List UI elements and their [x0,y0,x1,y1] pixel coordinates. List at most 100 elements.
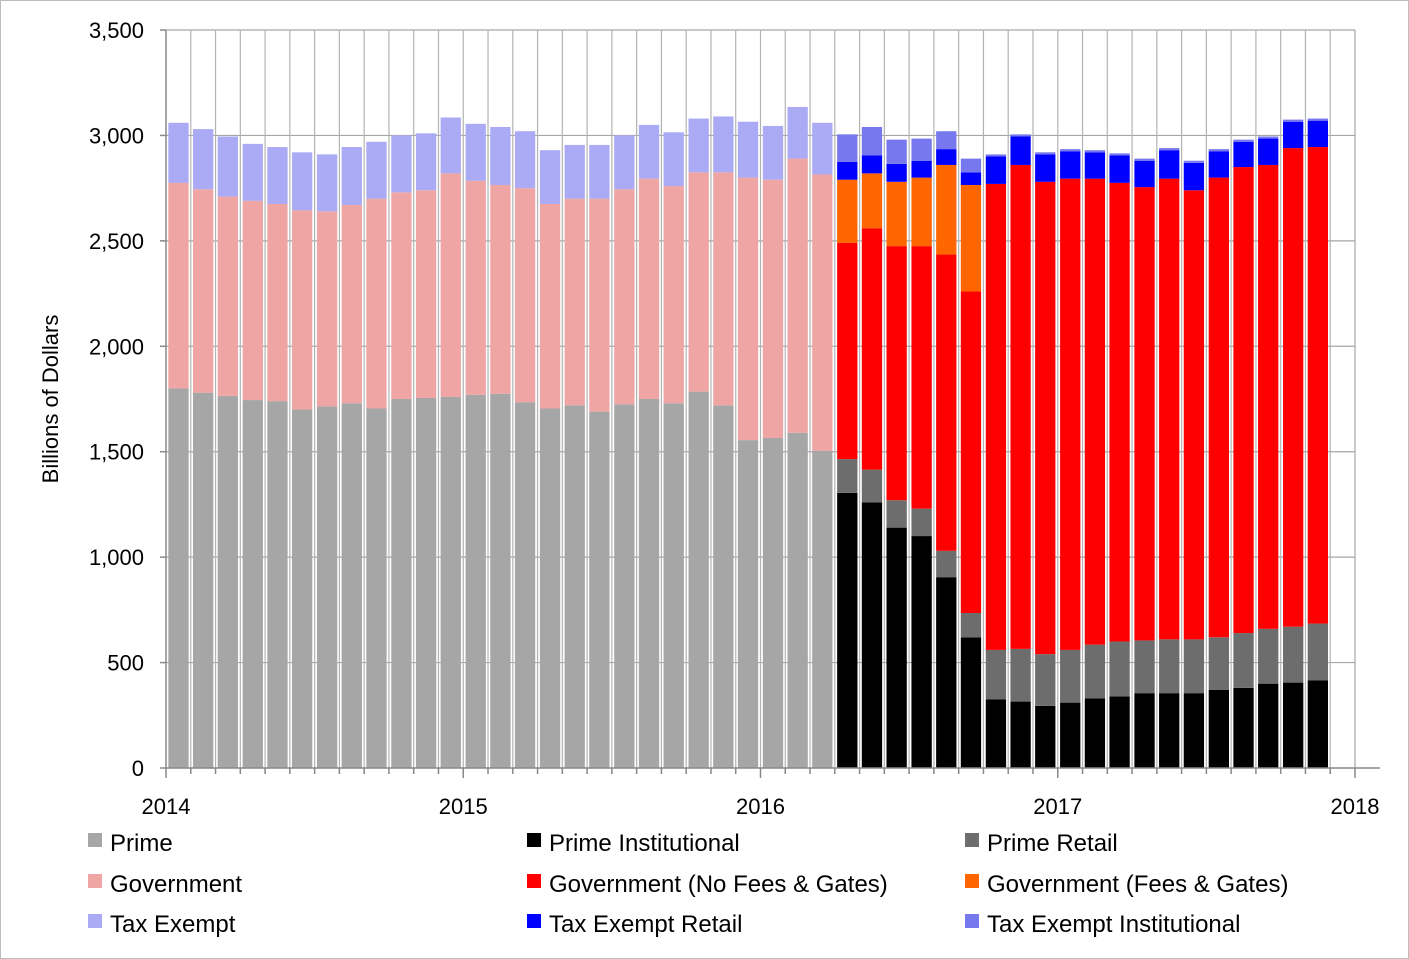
bar-segment [886,181,907,247]
bar-segment [514,188,536,403]
bar-segment [242,400,263,768]
legend-item: Tax Exempt Institutional [965,911,1240,938]
bar-segment [1258,683,1279,768]
bar-segment [514,402,536,768]
bar-segment [762,438,784,768]
bar-segment [1283,682,1304,768]
legend-swatch [88,833,102,847]
bar-segment [1109,153,1130,156]
bar-segment [812,122,833,175]
bar-segment [415,397,437,768]
bar-segment [837,134,858,162]
bar-segment [812,450,833,768]
bar-segment [1307,680,1328,768]
bar-segment [589,198,610,412]
bar-segment [1307,623,1328,681]
bar-segment [1134,693,1155,768]
bar-segment [490,126,511,185]
legend: Prime Prime Institutional Prime Retail Gove… [88,830,1288,938]
legend-swatch [965,874,979,888]
y-tick-label: 3,500 [89,18,144,43]
bar-segment [787,106,808,159]
bar-segment [1283,119,1304,122]
bar-segment [1183,639,1205,694]
bar-segment [440,396,461,768]
bar-segment [1208,689,1230,768]
bar-segment [1307,120,1328,148]
bar-segment [911,138,932,161]
bar-segment [737,121,759,178]
bar-segment [1258,164,1279,629]
bar-segment [415,133,437,191]
bar-segment [638,178,660,399]
legend-swatch [965,833,979,847]
legend-label: Tax Exempt Retail [549,911,742,938]
bar-segment [614,135,635,190]
bar-segment [341,403,362,768]
legend-swatch [527,833,541,847]
legend-label: Government [110,871,242,898]
bar-segment [1208,637,1230,690]
bar-segment [291,152,313,211]
bar-segment [1183,693,1205,768]
bar-segment [217,196,238,396]
legend-label: Government (Fees & Gates) [987,871,1288,898]
bar-segment [490,184,511,394]
bar-segment [837,161,858,180]
y-tick-label: 500 [107,651,144,676]
legend-swatch [88,874,102,888]
bar-segment [911,160,932,178]
x-tick-label: 2016 [736,794,785,819]
bar-segment [465,123,486,181]
bars-layer [168,106,1328,768]
bar-segment [911,536,932,768]
bar-segment [341,205,362,404]
bar-segment [688,118,709,173]
bar-segment [960,184,982,292]
bar-segment [713,116,734,173]
legend-label: Prime Retail [987,830,1118,857]
x-axis-ticks: 2014 2015 2016 2017 2018 [142,768,1379,819]
bar-segment [1159,148,1180,151]
bar-segment [1060,178,1081,650]
legend-label: Prime [110,830,173,857]
bar-segment [1010,134,1031,137]
bar-segment [1060,649,1081,703]
legend-label: Prime Institutional [549,830,740,857]
bar-segment [936,164,957,255]
bar-segment [614,189,635,405]
bar-segment [886,246,907,501]
bar-segment [1208,151,1230,178]
bar-segment [1233,687,1254,768]
gridlines [166,29,1356,768]
bar-segment [316,211,338,407]
bar-segment [168,388,189,768]
bar-segment [1010,701,1031,768]
bar-segment [391,399,412,768]
bar-segment [861,469,883,503]
bar-segment [168,182,189,389]
legend-label: Government (No Fees & Gates) [549,871,888,898]
legend-item: Tax Exempt Retail [527,911,742,938]
bar-segment [837,492,858,768]
bar-segment [886,139,907,164]
bar-segment [341,147,362,206]
bar-segment [217,136,238,197]
legend-label: Tax Exempt [110,911,236,938]
bar-segment [1035,154,1056,182]
bar-segment [936,577,957,768]
bar-segment [316,406,338,768]
bar-segment [688,172,709,392]
bar-segment [242,200,263,401]
bar-segment [960,158,982,173]
bar-segment [1159,639,1180,694]
bar-segment [1084,178,1106,645]
bar-segment [688,391,709,768]
y-axis-title: Billions of Dollars [38,315,63,484]
bar-segment [1035,654,1056,706]
y-tick-label: 2,500 [89,229,144,254]
bar-segment [762,179,784,439]
bar-segment [1109,155,1130,183]
bar-segment [1035,705,1056,768]
bar-segment [1208,149,1230,152]
